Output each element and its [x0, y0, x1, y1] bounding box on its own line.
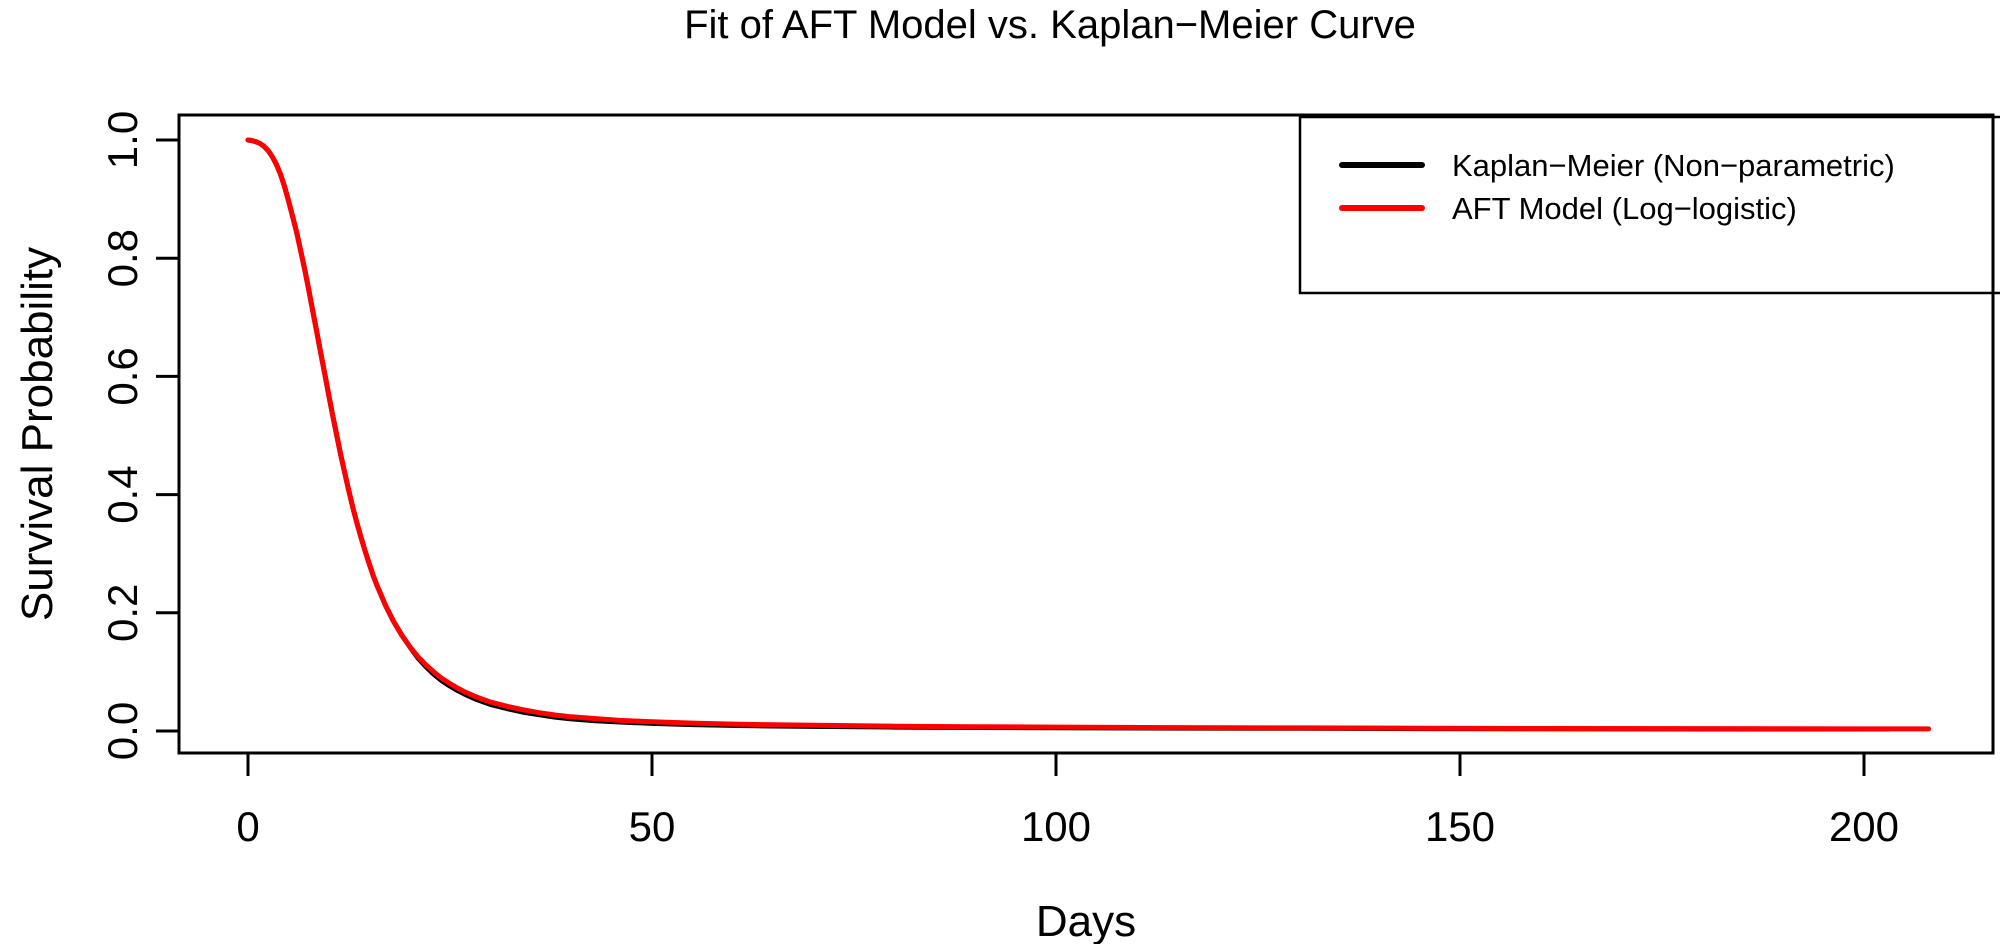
x-tick-label: 50: [629, 803, 676, 850]
legend-box: [1298, 115, 2000, 295]
km-curve: [245, 137, 1891, 732]
plot-frame: [177, 113, 1995, 755]
curves: [245, 137, 1932, 732]
x-axis-ticks: 0 50 100 150 200: [236, 753, 1899, 850]
legend-km-label: Kaplan−Meier (Non−parametric): [1452, 148, 1895, 183]
y-tick-label: 1.0: [99, 111, 146, 169]
y-tick-label: 0.8: [99, 229, 146, 287]
x-axis-label: Days: [1036, 897, 1136, 944]
y-tick-label: 0.2: [99, 584, 146, 642]
x-tick-label: 0: [236, 803, 259, 850]
legend: Kaplan−Meier (Non−parametric) AFT Model …: [1298, 115, 2000, 295]
x-tick-label: 100: [1021, 803, 1091, 850]
y-axis-label: Survival Probability: [13, 247, 62, 621]
chart-title: Fit of AFT Model vs. Kaplan−Meier Curve: [684, 3, 1416, 47]
y-tick-label: 0.4: [99, 465, 146, 523]
x-tick-label: 150: [1425, 803, 1495, 850]
y-tick-label: 0.0: [99, 702, 146, 760]
x-tick-label: 200: [1829, 803, 1899, 850]
y-axis-ticks: 0.0 0.2 0.4 0.6 0.8 1.0: [99, 111, 179, 760]
aft-curve: [245, 137, 1932, 732]
y-tick-label: 0.6: [99, 347, 146, 405]
legend-aft-label: AFT Model (Log−logistic): [1452, 191, 1797, 226]
